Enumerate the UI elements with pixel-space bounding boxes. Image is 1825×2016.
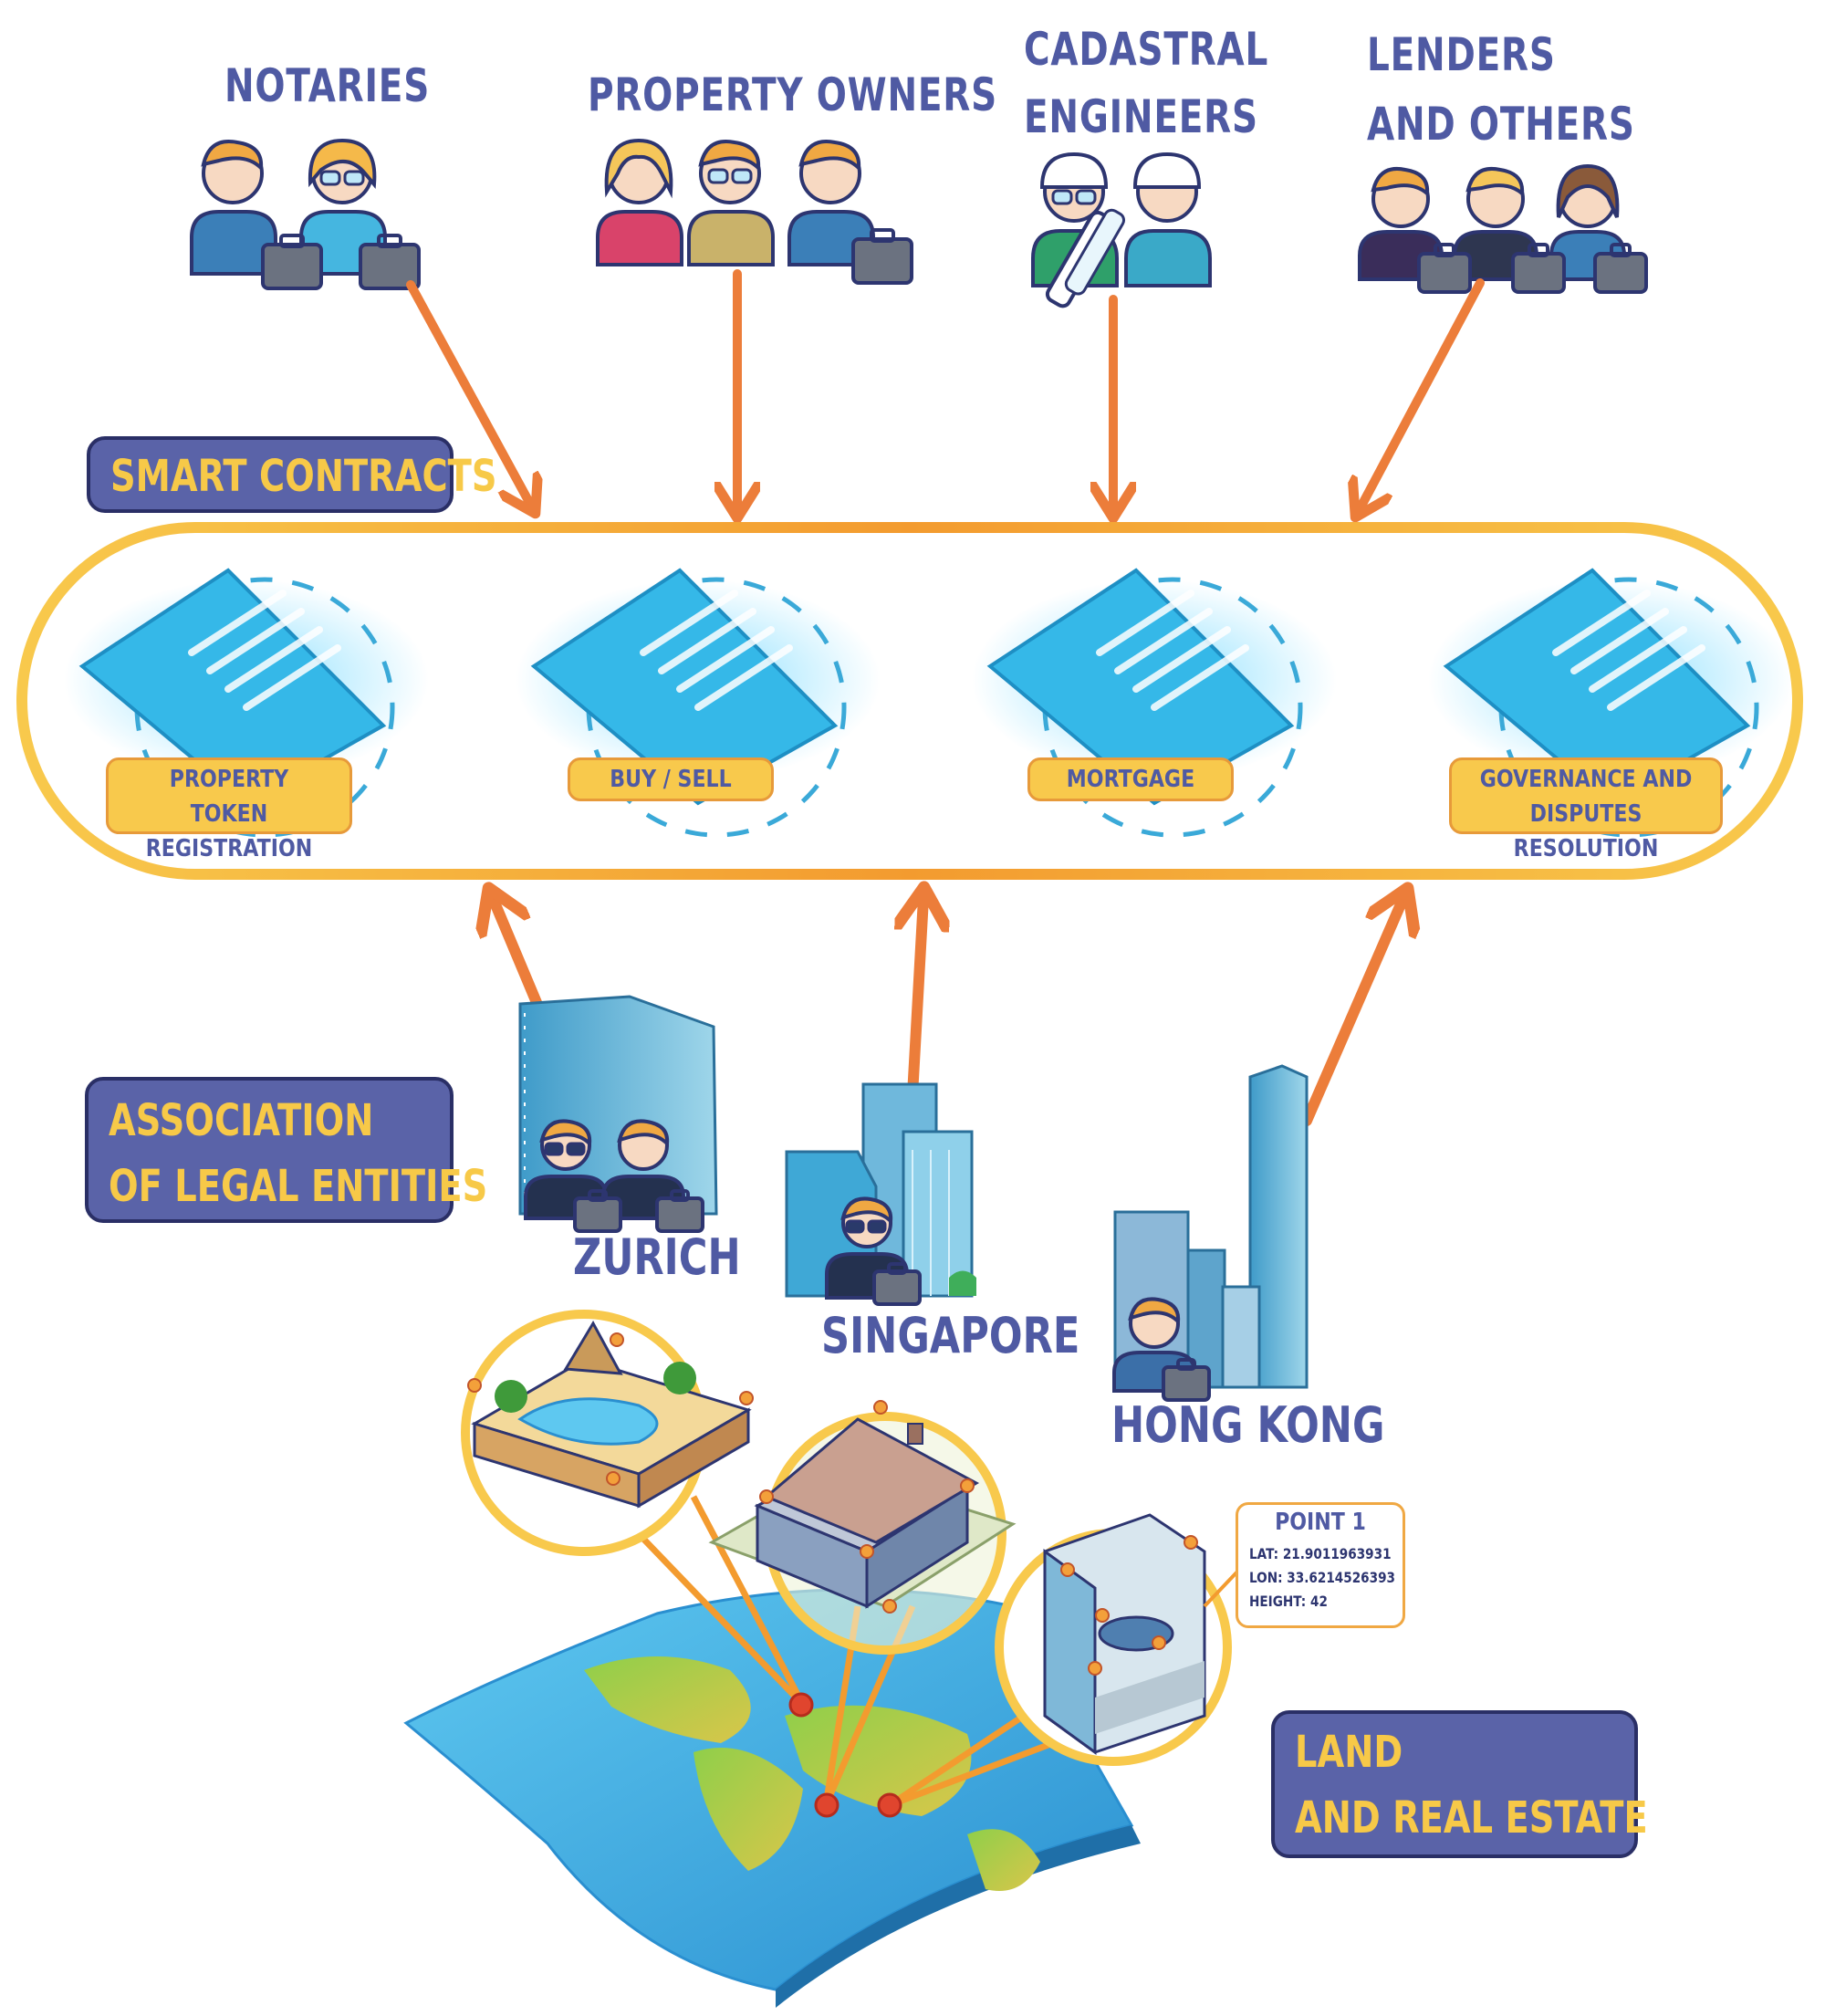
contract-pill-line1: MORTGAGE	[1066, 766, 1195, 793]
cadastral-engineers-people-icon	[1031, 151, 1212, 308]
contract-pill-line1: PROPERTY	[169, 766, 289, 793]
cadastral-title-line2: ENGINEERS	[1024, 90, 1258, 143]
zurich-building-icon	[518, 995, 718, 1233]
map-pin-icon	[814, 1792, 840, 1818]
property-owners-people-icon	[596, 138, 913, 285]
map-pin-icon	[877, 1792, 902, 1818]
city-label-zurich: ZURICH	[573, 1228, 741, 1286]
interior-lens	[995, 1513, 1241, 1766]
contract-pill-line1: BUY / SELL	[610, 766, 732, 793]
notaries-people-icon	[190, 138, 421, 290]
contract-pill-governance: GOVERNANCE AND DISPUTES RESOLUTION	[1449, 757, 1723, 862]
land-label-line2: AND REAL ESTATE	[1295, 1792, 1648, 1844]
hong-kong-building-icon	[1112, 1064, 1309, 1402]
contract-doc-icon	[972, 568, 1337, 838]
smart-contracts-ring	[16, 522, 1803, 880]
smart-contracts-label: SMART CONTRACTS	[87, 436, 496, 513]
point-height: HEIGHT: 42	[1249, 1593, 1328, 1610]
land-label-line1: LAND	[1295, 1727, 1403, 1778]
legal-entities-label: ASSOCIATION OF LEGAL ENTITIES	[85, 1077, 487, 1223]
map-pin-icon	[788, 1692, 814, 1718]
property-owners-title: PROPERTY OWNERS	[588, 68, 997, 121]
smart-contracts-label-text: SMART CONTRACTS	[110, 451, 497, 502]
city-label-hong-kong: HONG KONG	[1111, 1396, 1385, 1454]
house-lens	[708, 1412, 1017, 1655]
contract-pill-line2: DISPUTES RESOLUTION	[1513, 800, 1659, 862]
land-real-estate-label: LAND AND REAL ESTATE	[1271, 1710, 1648, 1858]
lenders-title-line2: AND OTHERS	[1367, 98, 1635, 151]
point-lon: LON: 33.6214526393	[1249, 1569, 1396, 1586]
contract-doc-icon	[64, 568, 429, 838]
survey-point-markers	[467, 1332, 1198, 1676]
notaries-title: NOTARIES	[224, 59, 431, 112]
contract-pill-token-registration: PROPERTY TOKEN REGISTRATION	[106, 757, 352, 862]
contract-doc-icon	[1428, 568, 1793, 838]
city-label-singapore: SINGAPORE	[821, 1307, 1080, 1364]
contract-pill-line1: GOVERNANCE AND	[1479, 766, 1693, 793]
point-title: POINT 1	[1275, 1509, 1366, 1536]
contract-doc-icon	[516, 568, 881, 838]
stakeholder-arrows	[406, 269, 1485, 509]
entity-arrows	[493, 898, 1403, 1126]
cadastral-title-line1: CADASTRAL	[1024, 23, 1269, 76]
lenders-people-icon	[1358, 163, 1648, 294]
legal-entities-line2: OF LEGAL ENTITIES	[109, 1161, 488, 1212]
point-coordinates-callout: POINT 1 LAT: 21.9011963931 LON: 33.62145…	[1236, 1502, 1405, 1628]
contract-pill-line2: TOKEN REGISTRATION	[145, 800, 313, 862]
lenders-title-line1: LENDERS	[1367, 28, 1556, 81]
singapore-building-icon	[785, 1082, 976, 1306]
land-plot-lens	[461, 1310, 752, 1556]
contract-pill-buy-sell: BUY / SELL	[568, 757, 774, 801]
contract-pill-mortgage: MORTGAGE	[1027, 757, 1234, 801]
legal-entities-line1: ASSOCIATION	[109, 1095, 374, 1146]
point-lat: LAT: 21.9011963931	[1249, 1545, 1392, 1562]
